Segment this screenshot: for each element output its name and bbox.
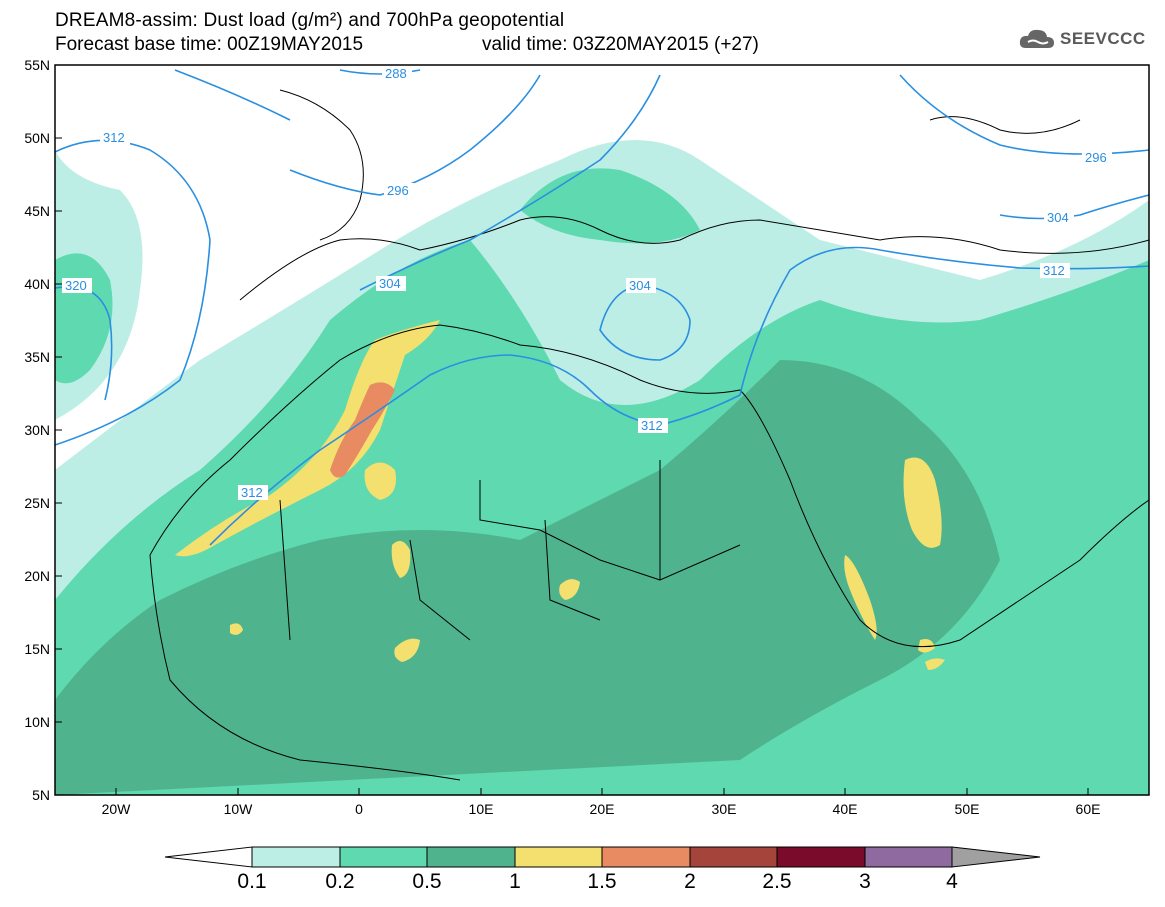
lat-label: 50N (24, 130, 50, 146)
colorbar-label: 1 (509, 870, 521, 893)
contour-label: 296 (1085, 150, 1107, 165)
colorbar-label: 0.2 (325, 870, 355, 893)
colorbar-cell (251, 846, 341, 868)
colorbar-cell (864, 846, 953, 868)
lat-label: 55N (24, 57, 50, 73)
map-title: DREAM8-assim: Dust load (g/m²) and 700hP… (55, 10, 565, 31)
lon-label: 10E (468, 801, 494, 817)
lat-label: 25N (24, 495, 50, 511)
contour-label-group: 288 312 296 304 320 304 312 312 304 312 … (62, 66, 1112, 500)
colorbar-cell (601, 846, 691, 868)
dust-contour-1-b (364, 462, 396, 500)
contour-label: 312 (641, 418, 663, 433)
contour-label: 312 (103, 130, 125, 145)
colorbar-cell (339, 846, 428, 868)
forecast-base-time: Forecast base time: 00Z19MAY2015 (55, 34, 364, 55)
dust-contour-1-g (844, 555, 877, 640)
lat-label: 5N (32, 787, 50, 803)
lat-label: 35N (24, 349, 50, 365)
colorbar-label: 4 (946, 870, 958, 893)
seevccc-logo: SEEVCCC (1018, 26, 1146, 52)
dust-field (55, 65, 1149, 795)
dust-contour-0.5-2 (757, 442, 883, 592)
contour-label: 312 (241, 485, 263, 500)
colorbar-cell (514, 846, 603, 868)
dust-contour-1.5 (330, 382, 395, 478)
dust-contour-1-d (559, 579, 580, 600)
lat-label: 40N (24, 276, 50, 292)
colorbar (164, 846, 1041, 868)
colorbar-label: 3 (859, 870, 871, 893)
colorbar-cell (426, 846, 516, 868)
lon-label: 20W (101, 801, 131, 817)
colorbar-cell (689, 846, 778, 868)
cloud-icon (1019, 29, 1054, 48)
contour-label: 304 (629, 278, 651, 293)
lat-label: 30N (24, 422, 50, 438)
contour-label: 296 (387, 183, 409, 198)
contour-304-east (999, 194, 1149, 220)
dust-contour-1-i (925, 658, 945, 670)
colorbar-label: 1.5 (587, 870, 617, 893)
logo-text: SEEVCCC (1060, 29, 1146, 48)
lon-label: 30E (711, 801, 737, 817)
contour-label: 304 (1047, 210, 1069, 225)
lon-label: 10W (223, 801, 253, 817)
colorbar-arrow-right (951, 846, 1041, 868)
colorbar-cell (776, 846, 866, 868)
contour-label: 304 (379, 276, 401, 291)
coastlines (149, 89, 1149, 781)
contour-label: 320 (65, 278, 87, 293)
dust-contour-1 (175, 320, 440, 557)
lon-label: 0 (355, 801, 363, 817)
dust-contour-0.2-europe (520, 168, 700, 244)
lon-label: 20E (589, 801, 615, 817)
dust-contour-1-h (918, 639, 935, 653)
dust-contour-1-f (230, 623, 243, 635)
lon-label: 50E (954, 801, 980, 817)
colorbar-label: 2.5 (762, 870, 792, 893)
contour-288-b (174, 69, 291, 121)
dust-contour-1-e (394, 638, 420, 662)
valid-time: valid time: 03Z20MAY2015 (+27) (482, 34, 759, 55)
contour-304-greece (599, 284, 691, 361)
lat-label: 20N (24, 568, 50, 584)
colorbar-label: 0.5 (412, 870, 442, 893)
dust-contour-1-arabia (903, 457, 942, 548)
axis-ticks (55, 64, 1089, 795)
lon-label: 60E (1075, 801, 1101, 817)
lat-label: 10N (24, 714, 50, 730)
lat-label: 45N (24, 203, 50, 219)
contour-label: 312 (1043, 263, 1065, 278)
contour-label: 288 (385, 66, 407, 81)
colorbar-arrow-left (164, 846, 253, 868)
contour-304-europe (359, 74, 661, 291)
colorbar-label: 0.1 (237, 870, 267, 893)
dust-contour-1-c (391, 541, 411, 578)
contour-296 (289, 74, 541, 196)
lon-label: 40E (832, 801, 858, 817)
lat-label: 15N (24, 641, 50, 657)
colorbar-label: 2 (684, 870, 696, 893)
